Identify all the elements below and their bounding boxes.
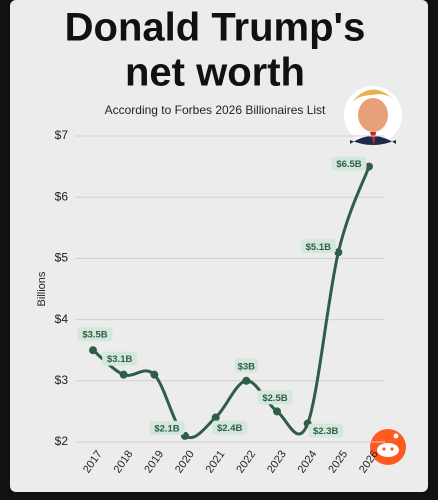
y-tick-label: $2: [55, 434, 69, 448]
point: [273, 407, 281, 416]
point: [365, 162, 373, 171]
value-label-bg: [234, 358, 259, 373]
value-label-bg: [212, 420, 248, 435]
chart-title: net worth: [125, 51, 305, 95]
point: [119, 370, 128, 379]
value-label: $3.5B: [77, 327, 113, 342]
value-label: $3.1B: [102, 351, 138, 366]
y-tick-label: $7: [55, 128, 69, 142]
value-label: $5.1B: [300, 239, 336, 254]
portrait: [344, 86, 402, 145]
value-label-text: $3B: [238, 361, 256, 372]
point: [150, 370, 159, 379]
value-label: $2.3B: [308, 423, 344, 438]
value-label-text: $2.5B: [262, 393, 287, 404]
value-label-text: $2.3B: [313, 426, 338, 437]
chart-title: Donald Trump's: [65, 6, 366, 50]
value-label: $2.5B: [257, 390, 293, 405]
value-label-bg: [149, 420, 185, 435]
value-label-text: $3.1B: [107, 354, 132, 365]
value-label: $2.1B: [149, 420, 185, 435]
value-label-bg: [300, 239, 336, 254]
value-label-text: $6.5B: [336, 159, 361, 170]
value-label: $2.4B: [212, 420, 248, 435]
chart-subtitle: According to Forbes 2026 Billionaires Li…: [105, 103, 326, 117]
value-label-bg: [308, 423, 344, 438]
value-label: $6.5B: [331, 156, 367, 171]
value-label-bg: [102, 351, 138, 366]
y-axis-label: Billions: [36, 271, 48, 306]
y-tick-label: $4: [55, 312, 69, 326]
point: [89, 346, 97, 355]
value-label-text: $3.5B: [82, 330, 107, 341]
point: [242, 376, 251, 385]
value-label-text: $2.1B: [154, 423, 179, 434]
reddit-icon: [370, 429, 406, 465]
value-label: $3B: [234, 358, 259, 373]
value-label-bg: [331, 156, 367, 171]
point: [334, 248, 343, 257]
y-tick-label: $6: [55, 189, 69, 203]
value-label-text: $5.1B: [306, 242, 331, 253]
y-tick-label: $5: [55, 251, 69, 265]
y-tick-label: $3: [55, 373, 69, 387]
value-label-text: $2.4B: [217, 423, 242, 434]
value-label-bg: [257, 390, 293, 405]
point: [211, 413, 220, 422]
value-label-bg: [77, 327, 113, 342]
